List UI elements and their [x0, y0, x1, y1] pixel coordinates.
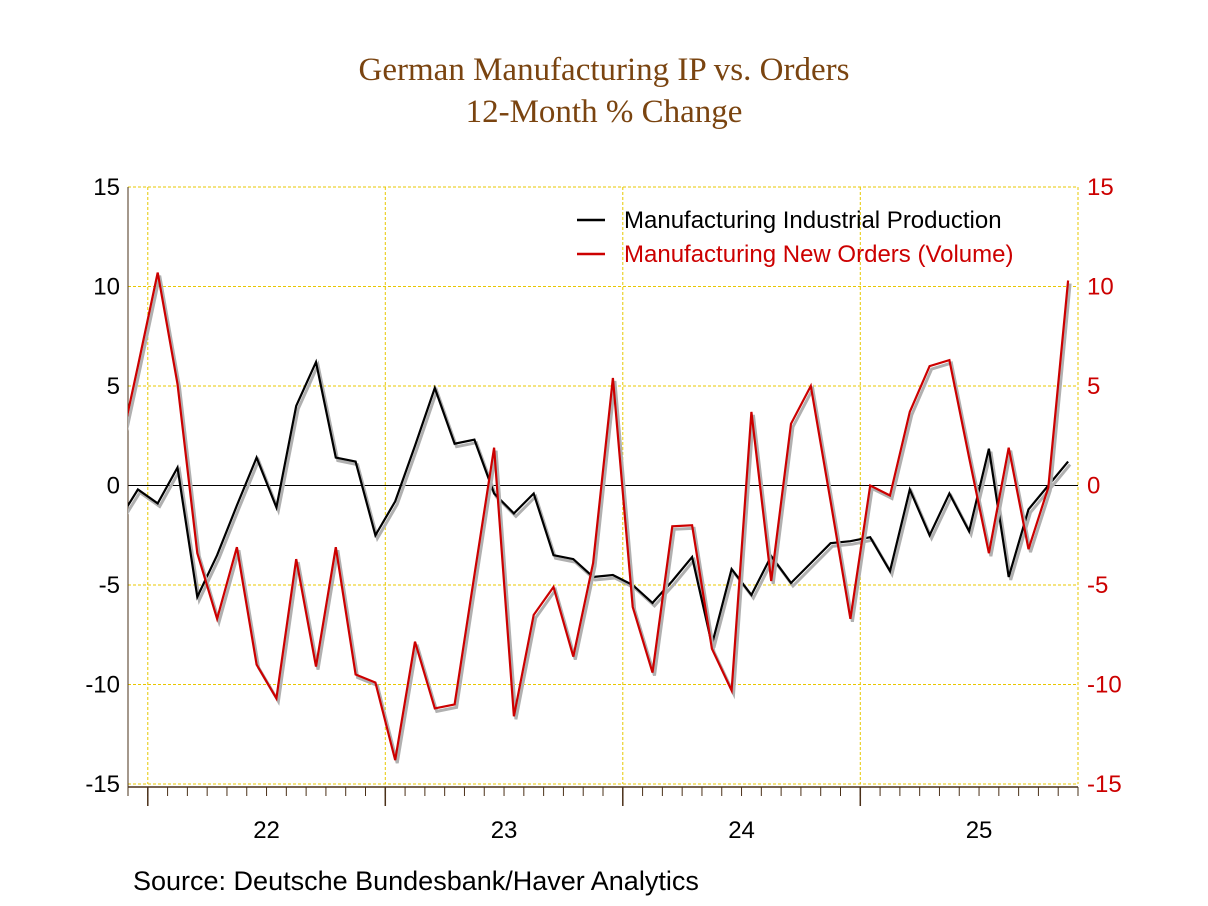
legend-label-orders: Manufacturing New Orders (Volume) — [624, 241, 1013, 268]
series-line-ip — [128, 358, 1069, 645]
x-tick-label: 24 — [728, 817, 755, 844]
y-left-tick-label: 0 — [107, 473, 120, 500]
y-right-tick-label: 10 — [1087, 274, 1114, 301]
source-note: Source: Deutsche Bundesbank/Haver Analyt… — [133, 866, 699, 896]
x-tick-label: 25 — [966, 817, 993, 844]
y-right-tick-label: -10 — [1087, 672, 1122, 699]
y-right-tick-label: 0 — [1087, 473, 1100, 500]
legend: Manufacturing Industrial Production Manu… — [577, 207, 1013, 268]
chart-subtitle: 12-Month % Change — [465, 94, 743, 130]
axes: 15 15 10 10 5 5 0 0 -5 -5 -10 -10 -15 -15 22 23 24 25 — [85, 174, 1121, 844]
x-tick-label: 23 — [491, 817, 518, 844]
legend-label-ip: Manufacturing Industrial Production — [624, 207, 1002, 234]
series-shadow — [128, 360, 1072, 649]
y-left-tick-label: 5 — [107, 373, 120, 400]
y-left-tick-label: -5 — [99, 572, 120, 599]
chart-title: German Manufacturing IP vs. Orders — [358, 52, 850, 88]
y-right-tick-label: -15 — [1087, 771, 1122, 798]
y-left-tick-label: 15 — [93, 174, 120, 201]
series-line-orders — [128, 272, 1070, 761]
y-left-tick-label: 10 — [93, 274, 120, 301]
series-lines — [128, 272, 1072, 764]
x-tick-label: 22 — [253, 817, 280, 844]
y-right-tick-label: -5 — [1087, 572, 1108, 599]
y-left-tick-label: -15 — [85, 771, 120, 798]
y-right-tick-label: 15 — [1087, 174, 1114, 201]
y-right-tick-label: 5 — [1087, 373, 1100, 400]
y-left-tick-label: -10 — [85, 672, 120, 699]
series-shadow — [128, 275, 1072, 764]
